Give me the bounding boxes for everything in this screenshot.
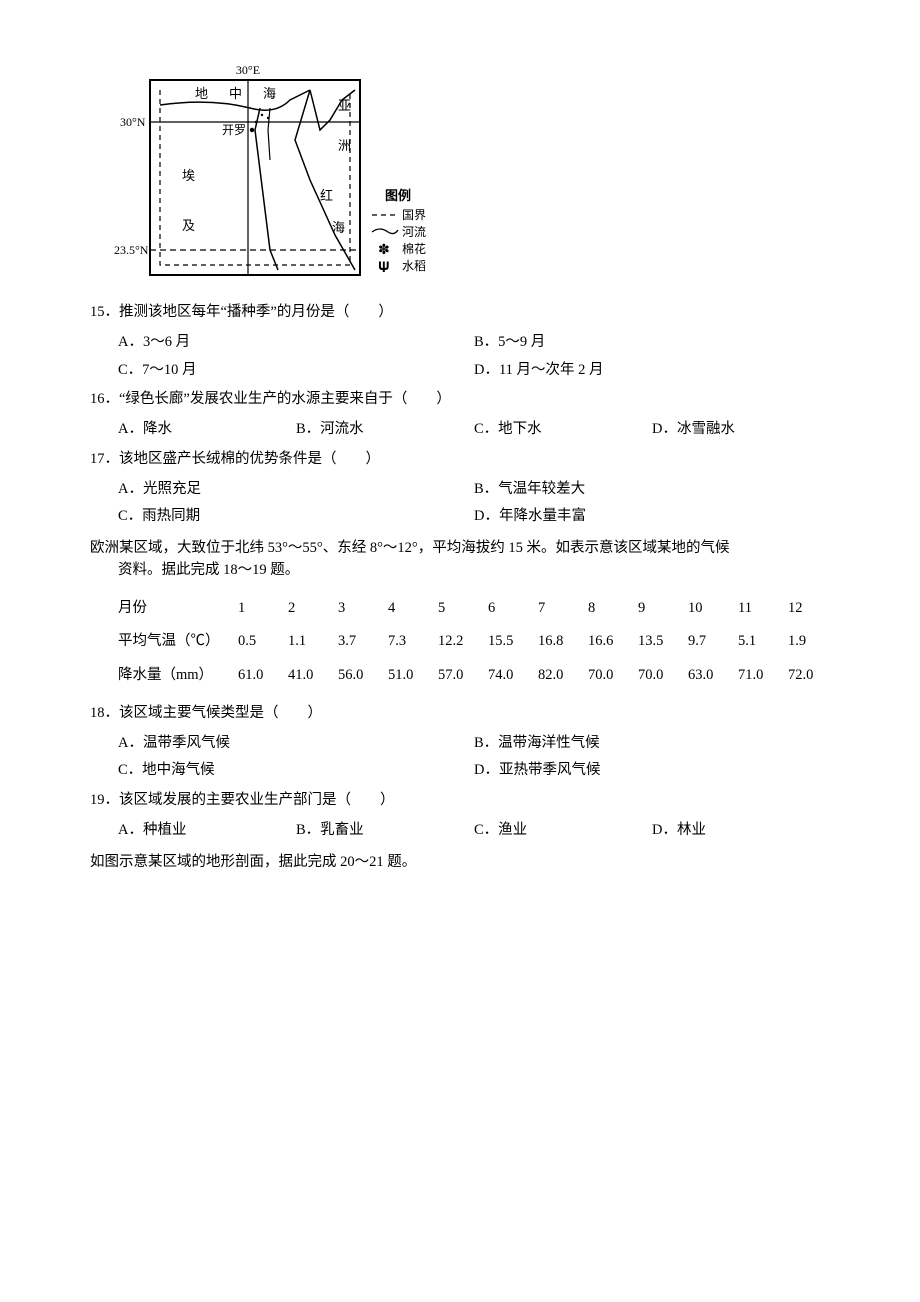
table-row: 月份 1 2 3 4 5 6 7 8 9 10 11 12 xyxy=(118,592,838,626)
q17-stem: 17．该地区盛产长绒棉的优势条件是（ ） xyxy=(90,449,830,471)
svg-text:洲: 洲 xyxy=(338,138,351,153)
svg-text:30°N: 30°N xyxy=(120,115,146,129)
q17-opt-d: D．年降水量丰富 xyxy=(474,506,830,528)
svg-text:海: 海 xyxy=(332,220,345,235)
svg-text:图例: 图例 xyxy=(385,188,411,203)
row-temp-label: 平均气温（℃） xyxy=(118,625,238,659)
q18-stem: 18．该区域主要气候类型是（ ） xyxy=(90,703,830,725)
q16-opt-c: C．地下水 xyxy=(474,419,652,441)
table-row: 平均气温（℃） 0.5 1.1 3.7 7.3 12.2 15.5 16.8 1… xyxy=(118,625,838,659)
table-row: 降水量（mm） 61.0 41.0 56.0 51.0 57.0 74.0 82… xyxy=(118,659,838,693)
q19-stem: 19．该区域发展的主要农业生产部门是（ ） xyxy=(90,790,830,812)
q17-opt-a: A．光照充足 xyxy=(118,479,474,501)
svg-text:及: 及 xyxy=(182,218,195,233)
svg-text:𝚿: 𝚿 xyxy=(378,261,390,276)
intro18-line2: 资料。据此完成 18～19 题。 xyxy=(90,560,830,582)
q18-opt-b: B．温带海洋性气候 xyxy=(474,733,830,755)
svg-text:✽: ✽ xyxy=(378,243,390,258)
q18-opt-a: A．温带季风气候 xyxy=(118,733,474,755)
map-figure: 30°E 30°N 23.5°N 地 中 海 亚 洲 埃 及 红 xyxy=(110,60,830,290)
q15-opt-a: A．3～6 月 xyxy=(118,332,474,354)
svg-text:亚: 亚 xyxy=(338,98,351,113)
q15-opt-d: D．11 月～次年 2 月 xyxy=(474,360,830,382)
svg-text:河流: 河流 xyxy=(402,225,426,239)
q17-opt-b: B．气温年较差大 xyxy=(474,479,830,501)
svg-text:棉花: 棉花 xyxy=(402,241,426,256)
svg-text:23.5°N: 23.5°N xyxy=(114,243,149,257)
row-month-label: 月份 xyxy=(118,592,238,626)
q18-opt-c: C．地中海气候 xyxy=(118,760,474,782)
q18-opt-d: D．亚热带季风气候 xyxy=(474,760,830,782)
svg-text:红: 红 xyxy=(320,188,333,203)
intro18-line1: 欧洲某区域，大致位于北纬 53°～55°、东经 8°～12°，平均海拔约 15 … xyxy=(90,538,830,560)
q15-stem: 15．推测该地区每年“播种季”的月份是（ ） xyxy=(90,302,830,324)
intro20-line1: 如图示意某区域的地形剖面，据此完成 20～21 题。 xyxy=(90,852,830,874)
q15-opt-c: C．7～10 月 xyxy=(118,360,474,382)
egypt-map-svg: 30°E 30°N 23.5°N 地 中 海 亚 洲 埃 及 红 xyxy=(110,60,450,290)
q19-opt-d: D．林业 xyxy=(652,820,830,842)
q15-opt-b: B．5～9 月 xyxy=(474,332,830,354)
q19-opt-a: A．种植业 xyxy=(118,820,296,842)
svg-text:30°E: 30°E xyxy=(236,63,260,77)
q19-opt-c: C．渔业 xyxy=(474,820,652,842)
svg-text:开罗: 开罗 xyxy=(222,123,246,137)
row-precip-label: 降水量（mm） xyxy=(118,659,238,693)
q16-opt-b: B．河流水 xyxy=(296,419,474,441)
svg-text:地 中 海: 地 中 海 xyxy=(195,86,280,101)
svg-text:水稻: 水稻 xyxy=(402,259,426,273)
q16-stem: 16．“绿色长廊”发展农业生产的水源主要来自于（ ） xyxy=(90,389,830,411)
q17-opt-c: C．雨热同期 xyxy=(118,506,474,528)
svg-text:埃: 埃 xyxy=(182,168,195,183)
q16-opt-a: A．降水 xyxy=(118,419,296,441)
q16-opt-d: D．冰雪融水 xyxy=(652,419,830,441)
climate-table: 月份 1 2 3 4 5 6 7 8 9 10 11 12 平均气温（℃） 0.… xyxy=(118,592,838,693)
svg-text:国界: 国界 xyxy=(402,208,426,222)
q19-opt-b: B．乳畜业 xyxy=(296,820,474,842)
